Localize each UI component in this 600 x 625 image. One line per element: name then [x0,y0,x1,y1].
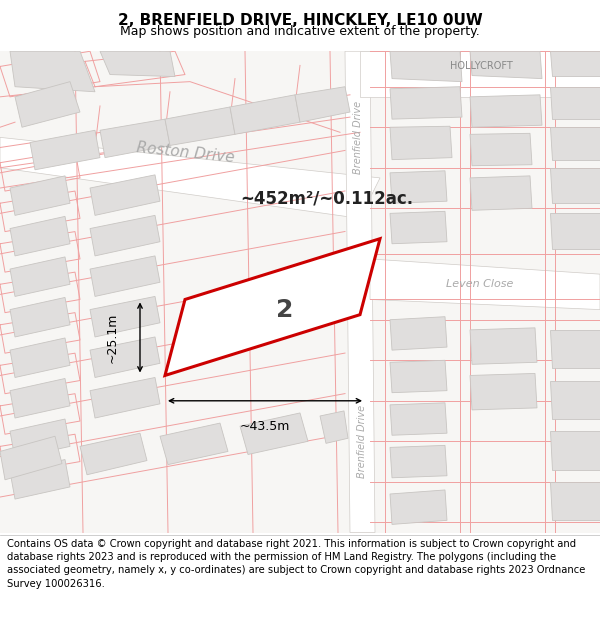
Polygon shape [165,239,380,376]
Polygon shape [390,403,447,435]
Polygon shape [470,95,542,128]
Polygon shape [0,138,380,218]
Polygon shape [90,378,160,418]
Text: 2, BRENFIELD DRIVE, HINCKLEY, LE10 0UW: 2, BRENFIELD DRIVE, HINCKLEY, LE10 0UW [118,12,482,28]
Polygon shape [90,337,160,377]
Polygon shape [470,51,542,79]
Polygon shape [320,411,348,443]
Polygon shape [160,423,228,464]
Polygon shape [390,171,447,203]
Polygon shape [390,360,447,392]
Polygon shape [550,482,600,521]
Text: Brenfield Drive: Brenfield Drive [357,405,367,478]
Polygon shape [550,330,600,368]
Polygon shape [10,298,70,337]
Polygon shape [30,130,100,170]
Polygon shape [0,51,600,532]
Text: 2: 2 [277,298,293,322]
Polygon shape [100,119,170,158]
Polygon shape [390,87,462,119]
Polygon shape [80,433,147,475]
Polygon shape [15,82,80,127]
Polygon shape [550,381,600,419]
Polygon shape [550,127,600,159]
Text: HOLLYCROFT: HOLLYCROFT [450,61,513,71]
Polygon shape [390,211,447,244]
Polygon shape [550,168,600,203]
Polygon shape [550,431,600,469]
Polygon shape [0,436,62,480]
Polygon shape [90,175,160,216]
Polygon shape [550,213,600,249]
Polygon shape [550,87,600,119]
Polygon shape [165,107,235,146]
Text: ~25.1m: ~25.1m [106,312,119,363]
Polygon shape [10,379,70,418]
Polygon shape [10,338,70,377]
Polygon shape [390,490,447,524]
Text: ~43.5m: ~43.5m [240,419,290,432]
Polygon shape [230,95,300,134]
Polygon shape [470,328,537,364]
Polygon shape [470,133,532,166]
Text: Map shows position and indicative extent of the property.: Map shows position and indicative extent… [120,26,480,39]
Text: Roston Drive: Roston Drive [135,140,235,165]
Text: ~452m²/~0.112ac.: ~452m²/~0.112ac. [240,189,413,207]
Text: Leven Close: Leven Close [446,279,514,289]
Polygon shape [10,51,95,92]
Polygon shape [10,216,70,256]
Polygon shape [10,419,70,459]
Text: Contains OS data © Crown copyright and database right 2021. This information is : Contains OS data © Crown copyright and d… [7,539,586,589]
Text: Brenfield Drive: Brenfield Drive [353,101,363,174]
Polygon shape [390,51,462,82]
Polygon shape [390,126,452,159]
Polygon shape [10,459,70,499]
Polygon shape [370,259,600,309]
Polygon shape [345,51,375,532]
Polygon shape [295,87,350,122]
Polygon shape [470,373,537,410]
Polygon shape [10,257,70,296]
Polygon shape [390,446,447,478]
Polygon shape [100,51,175,77]
Polygon shape [10,176,70,216]
Polygon shape [240,413,308,454]
Polygon shape [550,51,600,76]
Polygon shape [90,216,160,256]
Polygon shape [90,296,160,337]
Polygon shape [360,51,600,97]
Polygon shape [470,176,532,211]
Polygon shape [90,256,160,296]
Polygon shape [390,317,447,350]
